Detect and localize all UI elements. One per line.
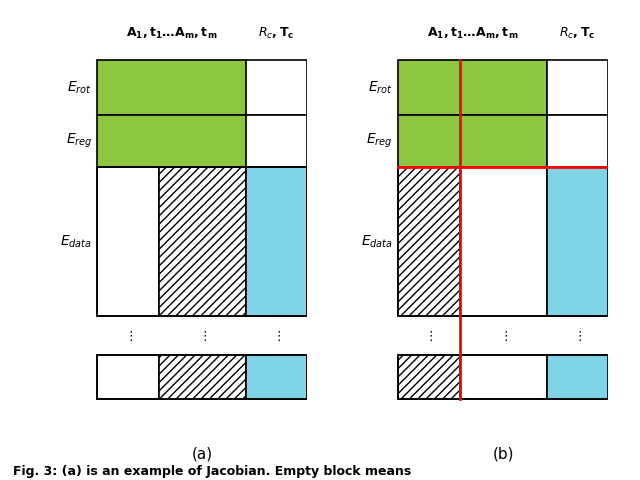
- Bar: [246, 115, 307, 167]
- Bar: [547, 167, 608, 316]
- Bar: [398, 60, 547, 115]
- Text: $\vdots$: $\vdots$: [272, 329, 281, 343]
- Text: $E_{reg}$: $E_{reg}$: [367, 132, 393, 150]
- Bar: [246, 167, 307, 316]
- Text: $E_{data}$: $E_{data}$: [60, 233, 92, 250]
- Bar: [246, 60, 307, 115]
- Bar: [398, 167, 608, 316]
- Text: (a): (a): [191, 446, 213, 461]
- Text: $\vdots$: $\vdots$: [124, 329, 132, 343]
- Bar: [159, 356, 246, 399]
- Text: $\vdots$: $\vdots$: [573, 329, 582, 343]
- Bar: [97, 60, 246, 115]
- Text: Fig. 3: (a) is an example of Jacobian. Empty block means: Fig. 3: (a) is an example of Jacobian. E…: [13, 465, 411, 478]
- Text: $E_{data}$: $E_{data}$: [361, 233, 393, 250]
- Text: $\vdots$: $\vdots$: [424, 329, 433, 343]
- Text: $\mathbf{\mathit{R_c}, T_c}$: $\mathbf{\mathit{R_c}, T_c}$: [559, 25, 595, 41]
- Text: $\mathbf{A_1, t_1 \ldots A_m, t_m}$: $\mathbf{A_1, t_1 \ldots A_m, t_m}$: [126, 25, 217, 41]
- Bar: [398, 356, 460, 399]
- Bar: [460, 167, 547, 316]
- Bar: [398, 167, 460, 316]
- Bar: [547, 356, 608, 399]
- Text: $E_{reg}$: $E_{reg}$: [66, 132, 92, 150]
- Bar: [97, 167, 307, 316]
- Bar: [460, 356, 547, 399]
- Text: (b): (b): [492, 446, 514, 461]
- Bar: [159, 167, 246, 316]
- Bar: [97, 356, 307, 399]
- Text: $\vdots$: $\vdots$: [198, 329, 207, 343]
- Bar: [547, 115, 608, 167]
- Text: $\vdots$: $\vdots$: [499, 329, 508, 343]
- Bar: [159, 356, 246, 399]
- Bar: [398, 356, 608, 399]
- Bar: [547, 60, 608, 115]
- Text: $E_{rot}$: $E_{rot}$: [368, 80, 393, 96]
- Bar: [398, 356, 460, 399]
- Bar: [97, 167, 159, 316]
- Bar: [398, 115, 547, 167]
- Bar: [246, 356, 307, 399]
- Text: $E_{rot}$: $E_{rot}$: [67, 80, 92, 96]
- Bar: [97, 115, 246, 167]
- Bar: [398, 167, 460, 316]
- Bar: [97, 356, 159, 399]
- Text: $\mathbf{\mathit{R_c}, T_c}$: $\mathbf{\mathit{R_c}, T_c}$: [259, 25, 294, 41]
- Bar: [159, 167, 246, 316]
- Text: $\mathbf{A_1, t_1 \ldots A_m, t_m}$: $\mathbf{A_1, t_1 \ldots A_m, t_m}$: [427, 25, 518, 41]
